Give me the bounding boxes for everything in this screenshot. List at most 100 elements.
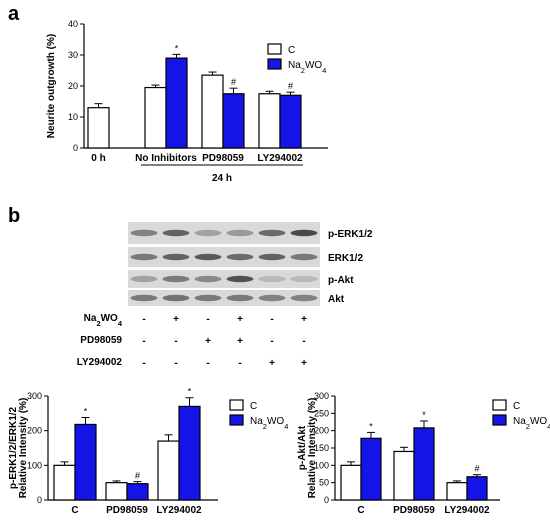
blot-band <box>194 275 222 283</box>
y-axis-label-2: Relative Intensity (%) <box>18 398 29 499</box>
blot-band <box>162 294 190 302</box>
y-tick-label: 200 <box>27 426 42 436</box>
blot-band <box>226 275 254 283</box>
y-tick-label: 50 <box>319 478 329 488</box>
condition-sign: - <box>270 336 273 347</box>
legend-label-0: C <box>250 401 257 412</box>
y-tick-label: 150 <box>314 443 329 453</box>
x-tick-label: PD98059 <box>106 505 148 516</box>
blot-band <box>258 294 286 302</box>
legend-swatch-1 <box>229 414 244 426</box>
condition-sign: - <box>206 358 209 369</box>
legend-swatch-0 <box>267 43 282 55</box>
legend-label-0: C <box>288 45 295 56</box>
x-tick-label: LY294002 <box>257 153 303 164</box>
bar-C-C <box>340 464 362 501</box>
y-tick-label: 10 <box>68 112 78 122</box>
bar-C-PD98059 <box>105 482 128 501</box>
blot-band <box>162 275 190 283</box>
condition-sign: + <box>269 358 275 369</box>
y-tick-label: 0 <box>73 143 78 153</box>
condition-sign: - <box>142 314 145 325</box>
bar-C-PD98059 <box>393 450 415 501</box>
significance-mark: # <box>231 77 236 87</box>
blot-band <box>194 229 222 237</box>
condition-sign: - <box>270 314 273 325</box>
blot-band <box>194 253 222 261</box>
legend-label-1: Na2WO4 <box>250 416 288 431</box>
blot-band <box>290 253 318 261</box>
blot-band <box>162 253 190 261</box>
x-axis-label: 24 h <box>212 173 232 184</box>
x-tick-label: PD98059 <box>393 505 435 516</box>
panel-a-label: a <box>8 3 20 25</box>
condition-label-1: PD98059 <box>80 335 122 346</box>
condition-sign: + <box>173 314 179 325</box>
bar-Na2WO4-C <box>360 437 382 501</box>
significance-mark: * <box>175 43 179 53</box>
bar-C-LY294002 <box>258 93 281 149</box>
chart-pakt: 0 50 100 150 200 250 300 p-Akt/Akt Relative Inte… <box>297 391 550 516</box>
blot-strip-p-Akt <box>128 270 320 288</box>
y-axis-label: Neurite outgrowth (%) <box>46 34 57 138</box>
y-tick-label: 0 <box>37 495 42 505</box>
blot-band <box>226 253 254 261</box>
condition-sign: - <box>142 336 145 347</box>
blot-strip-ERK1/2 <box>128 247 320 267</box>
blot-strip-p-ERK1/2 <box>128 222 320 244</box>
y-tick-label: 20 <box>68 81 78 91</box>
x-tick-label: LY294002 <box>156 505 202 516</box>
condition-sign: + <box>205 336 211 347</box>
bar-C-PD98059 <box>201 74 224 149</box>
y-tick-label: 300 <box>314 391 329 401</box>
blot-strip-Akt <box>128 290 320 306</box>
bar-C-No Inhibitors <box>144 86 167 149</box>
condition-sign: - <box>142 358 145 369</box>
bar-C-LY294002 <box>446 482 468 501</box>
bar-C-LY294002 <box>157 440 180 501</box>
blot-band <box>130 229 158 237</box>
panel-b-label: b <box>8 205 20 227</box>
x-tick-label: 0 h <box>91 153 105 164</box>
blot-band <box>226 294 254 302</box>
condition-label-2: LY294002 <box>77 357 123 368</box>
x-tick-label: C <box>357 505 364 516</box>
bar-Na2WO4-No Inhibitors <box>165 57 188 149</box>
condition-sign: + <box>237 336 243 347</box>
condition-sign: + <box>301 314 307 325</box>
bar-Na2WO4-LY294002 <box>466 476 488 501</box>
significance-mark: # <box>474 464 479 474</box>
blot-band <box>290 275 318 283</box>
y-tick-label: 100 <box>314 460 329 470</box>
y-tick-label: 100 <box>27 460 42 470</box>
bar-Na2WO4-LY294002 <box>279 94 302 149</box>
blot-band <box>194 294 222 302</box>
blot-band <box>130 294 158 302</box>
blot-row-label-3: Akt <box>328 294 345 305</box>
significance-mark: * <box>84 406 88 416</box>
legend-swatch-0 <box>492 399 507 411</box>
y-tick-label: 300 <box>27 391 42 401</box>
y-tick-label: 0 <box>324 495 329 505</box>
legend-swatch-1 <box>267 58 282 70</box>
condition-sign: + <box>301 358 307 369</box>
condition-sign: - <box>174 358 177 369</box>
bar-C-0 h <box>87 107 110 149</box>
bar-C-C <box>53 464 76 501</box>
condition-sign: - <box>174 336 177 347</box>
y-axis-label-2: Relative Intensity (%) <box>307 398 318 499</box>
bar-Na2WO4-LY294002 <box>178 405 201 501</box>
blot-band <box>162 229 190 237</box>
blot-band <box>226 229 254 237</box>
y-tick-label: 200 <box>314 426 329 436</box>
significance-mark: * <box>422 410 426 420</box>
x-tick-label: PD98059 <box>202 153 244 164</box>
blot-band <box>290 294 318 302</box>
western-blot: p-ERK1/2 ERK1/2 p-Akt Akt Na2WO4 - + - + - + PD9805… <box>77 222 373 369</box>
bar-Na2WO4-C <box>74 423 97 501</box>
chart-perk: 0 100 200 300 p-ERK1/2/ERK1/2 Relative Intens… <box>8 387 288 516</box>
significance-mark: * <box>188 387 192 397</box>
x-tick-label: C <box>71 505 78 516</box>
legend-swatch-0 <box>229 399 244 411</box>
